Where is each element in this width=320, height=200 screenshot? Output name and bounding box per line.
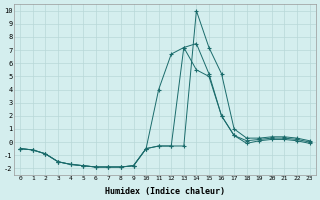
- X-axis label: Humidex (Indice chaleur): Humidex (Indice chaleur): [105, 187, 225, 196]
